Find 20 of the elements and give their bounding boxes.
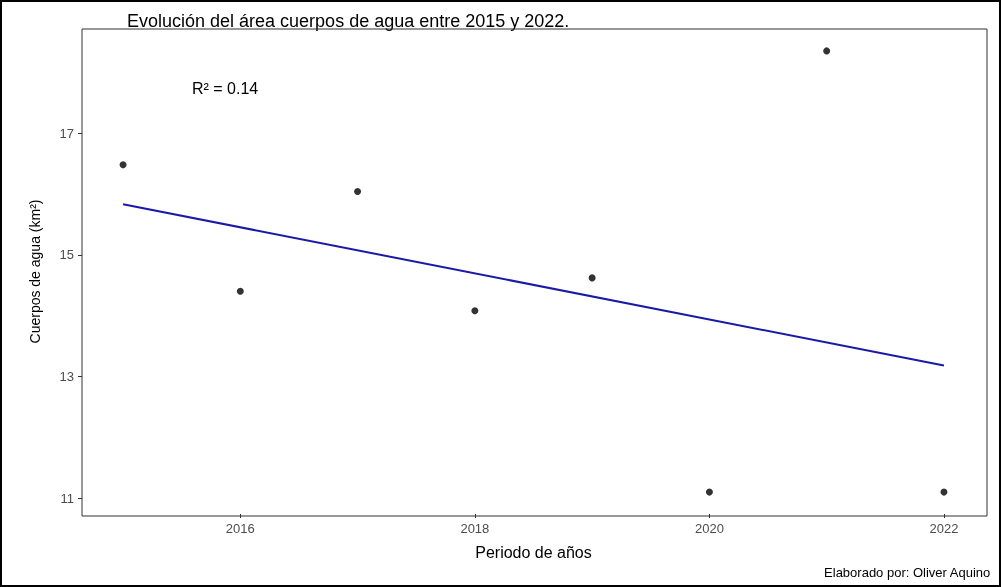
- x-tick-label: 2016: [225, 521, 255, 536]
- x-tick-label: 2018: [460, 521, 490, 536]
- point: [823, 47, 831, 55]
- point: [471, 307, 479, 315]
- point: [236, 287, 244, 295]
- y-tick-label: 15: [59, 247, 74, 263]
- y-tick-label: 11: [60, 490, 74, 506]
- point: [119, 161, 127, 169]
- point: [705, 488, 713, 496]
- x-tick-label: 2020: [694, 521, 724, 536]
- x-tick-label: 2022: [929, 521, 959, 536]
- y-axis-title: Cuerpos de agua (km²): [27, 199, 43, 344]
- chart-title: Evolución del área cuerpos de agua entre 2015 y 2022.: [127, 11, 570, 31]
- point: [588, 274, 596, 282]
- y-tick-label: 13: [59, 368, 74, 384]
- point: [354, 187, 362, 195]
- annotation: R² = 0.14: [192, 79, 259, 97]
- y-tick-label: 17: [59, 125, 74, 141]
- x-axis-title: Periodo de años: [475, 543, 592, 561]
- text: Elaborado por: Oliver Aquino: [824, 565, 991, 580]
